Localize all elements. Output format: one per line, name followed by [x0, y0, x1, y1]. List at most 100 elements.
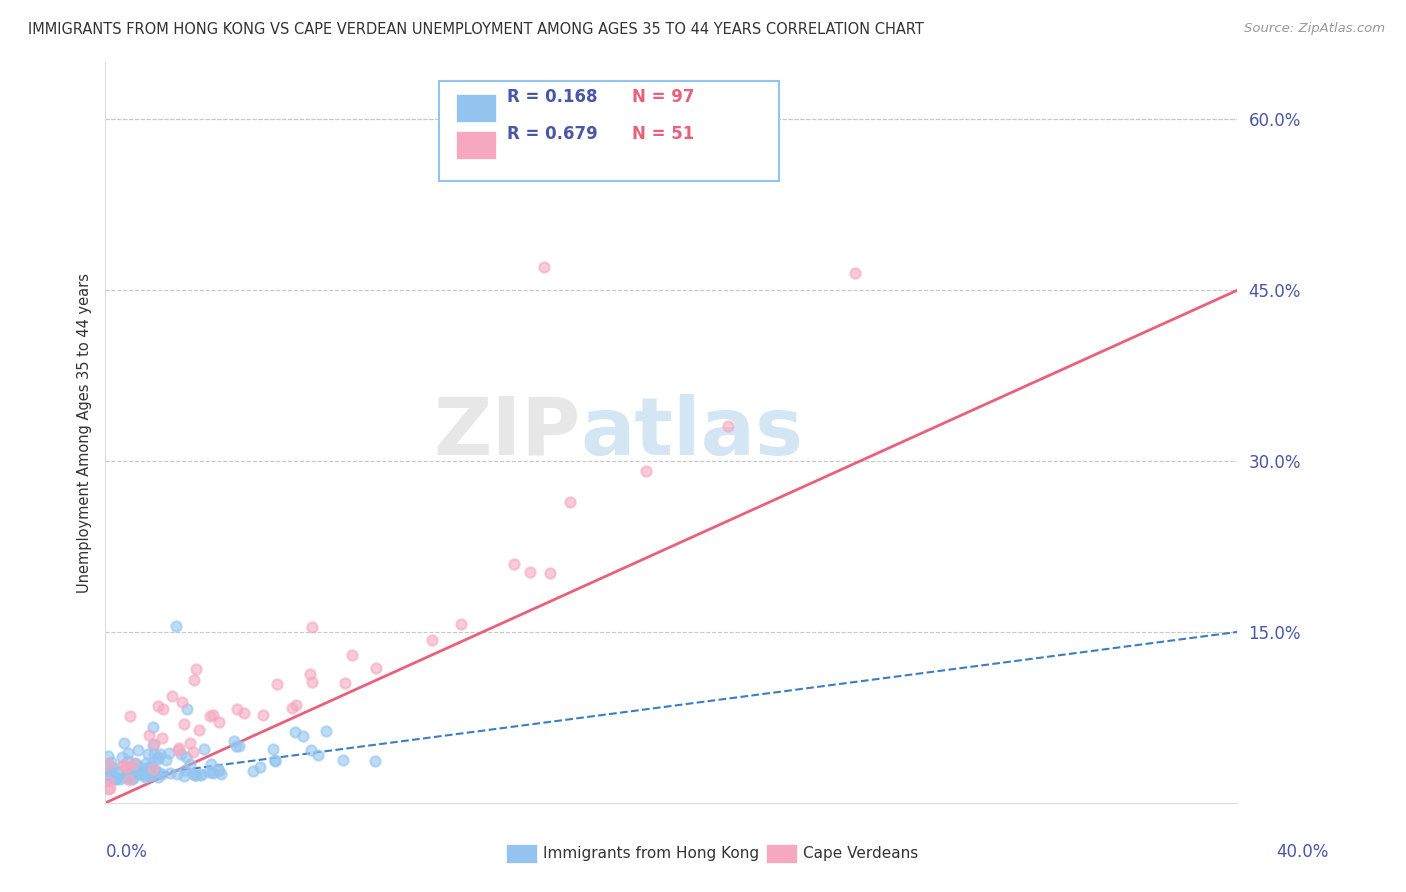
- Point: [307, 747, 329, 762]
- Point: [146, 698, 169, 713]
- Point: [540, 566, 562, 581]
- Point: [146, 749, 169, 764]
- Point: [146, 770, 169, 784]
- Point: [174, 763, 197, 777]
- Point: [183, 673, 205, 688]
- Point: [340, 648, 363, 662]
- Point: [169, 740, 191, 755]
- Point: [366, 661, 388, 675]
- Point: [115, 760, 138, 774]
- Point: [332, 753, 354, 767]
- Point: [138, 768, 160, 782]
- Point: [301, 619, 323, 633]
- Y-axis label: Unemployment Among Ages 35 to 44 years: Unemployment Among Ages 35 to 44 years: [76, 273, 91, 592]
- Point: [157, 746, 180, 760]
- Point: [198, 764, 221, 779]
- Point: [117, 765, 139, 780]
- Point: [188, 723, 211, 737]
- Point: [134, 764, 156, 779]
- Point: [121, 772, 143, 786]
- Point: [224, 734, 246, 748]
- Point: [170, 747, 193, 761]
- Point: [132, 766, 155, 780]
- Point: [146, 764, 169, 779]
- Point: [108, 772, 131, 786]
- Point: [225, 739, 247, 753]
- Point: [226, 702, 249, 716]
- Point: [139, 767, 162, 781]
- Point: [138, 766, 160, 780]
- Point: [127, 767, 149, 781]
- FancyBboxPatch shape: [457, 94, 496, 121]
- Point: [181, 767, 204, 781]
- Point: [142, 762, 165, 776]
- Point: [112, 770, 135, 784]
- Point: [166, 767, 188, 781]
- Point: [560, 495, 582, 509]
- Point: [315, 723, 337, 738]
- Point: [233, 706, 256, 721]
- Point: [198, 709, 221, 723]
- Point: [138, 768, 160, 782]
- Point: [104, 770, 127, 784]
- Point: [190, 766, 212, 780]
- Text: ZIP: ZIP: [433, 393, 581, 472]
- Point: [111, 759, 134, 773]
- Point: [450, 617, 472, 632]
- Point: [292, 729, 315, 743]
- Text: R = 0.168: R = 0.168: [508, 88, 598, 106]
- Point: [176, 702, 198, 716]
- Point: [264, 753, 287, 767]
- Point: [184, 768, 207, 782]
- Text: Immigrants from Hong Kong: Immigrants from Hong Kong: [543, 847, 759, 861]
- Point: [97, 771, 120, 785]
- Point: [97, 756, 120, 771]
- Point: [100, 756, 122, 770]
- Point: [104, 772, 127, 787]
- Point: [136, 747, 159, 761]
- Point: [127, 760, 149, 774]
- Point: [228, 739, 250, 753]
- Point: [155, 753, 177, 767]
- Point: [143, 763, 166, 777]
- Point: [122, 757, 145, 772]
- Point: [124, 756, 146, 771]
- Point: [184, 662, 207, 676]
- Point: [97, 756, 120, 771]
- Point: [142, 720, 165, 734]
- Point: [200, 757, 222, 772]
- Point: [202, 707, 225, 722]
- Point: [98, 764, 121, 779]
- Point: [115, 758, 138, 772]
- Point: [134, 770, 156, 784]
- Point: [152, 702, 174, 716]
- Point: [159, 766, 181, 780]
- Point: [266, 677, 288, 691]
- Point: [120, 709, 142, 723]
- Point: [111, 750, 134, 764]
- Point: [208, 714, 231, 729]
- Point: [174, 749, 197, 764]
- Point: [112, 736, 135, 750]
- FancyBboxPatch shape: [457, 130, 496, 159]
- Point: [139, 758, 162, 772]
- Point: [136, 768, 159, 782]
- Point: [299, 743, 322, 757]
- Point: [128, 764, 150, 778]
- Point: [118, 772, 141, 787]
- Point: [121, 764, 143, 778]
- Point: [201, 765, 224, 780]
- Point: [193, 741, 215, 756]
- Text: N = 51: N = 51: [631, 125, 695, 144]
- Point: [165, 619, 187, 633]
- Text: Source: ZipAtlas.com: Source: ZipAtlas.com: [1244, 22, 1385, 36]
- Point: [173, 769, 195, 783]
- Point: [190, 768, 212, 782]
- Point: [111, 758, 134, 772]
- Point: [284, 725, 307, 739]
- Point: [98, 769, 121, 783]
- Point: [121, 767, 143, 781]
- Point: [141, 738, 163, 752]
- Point: [101, 765, 124, 780]
- Point: [173, 716, 195, 731]
